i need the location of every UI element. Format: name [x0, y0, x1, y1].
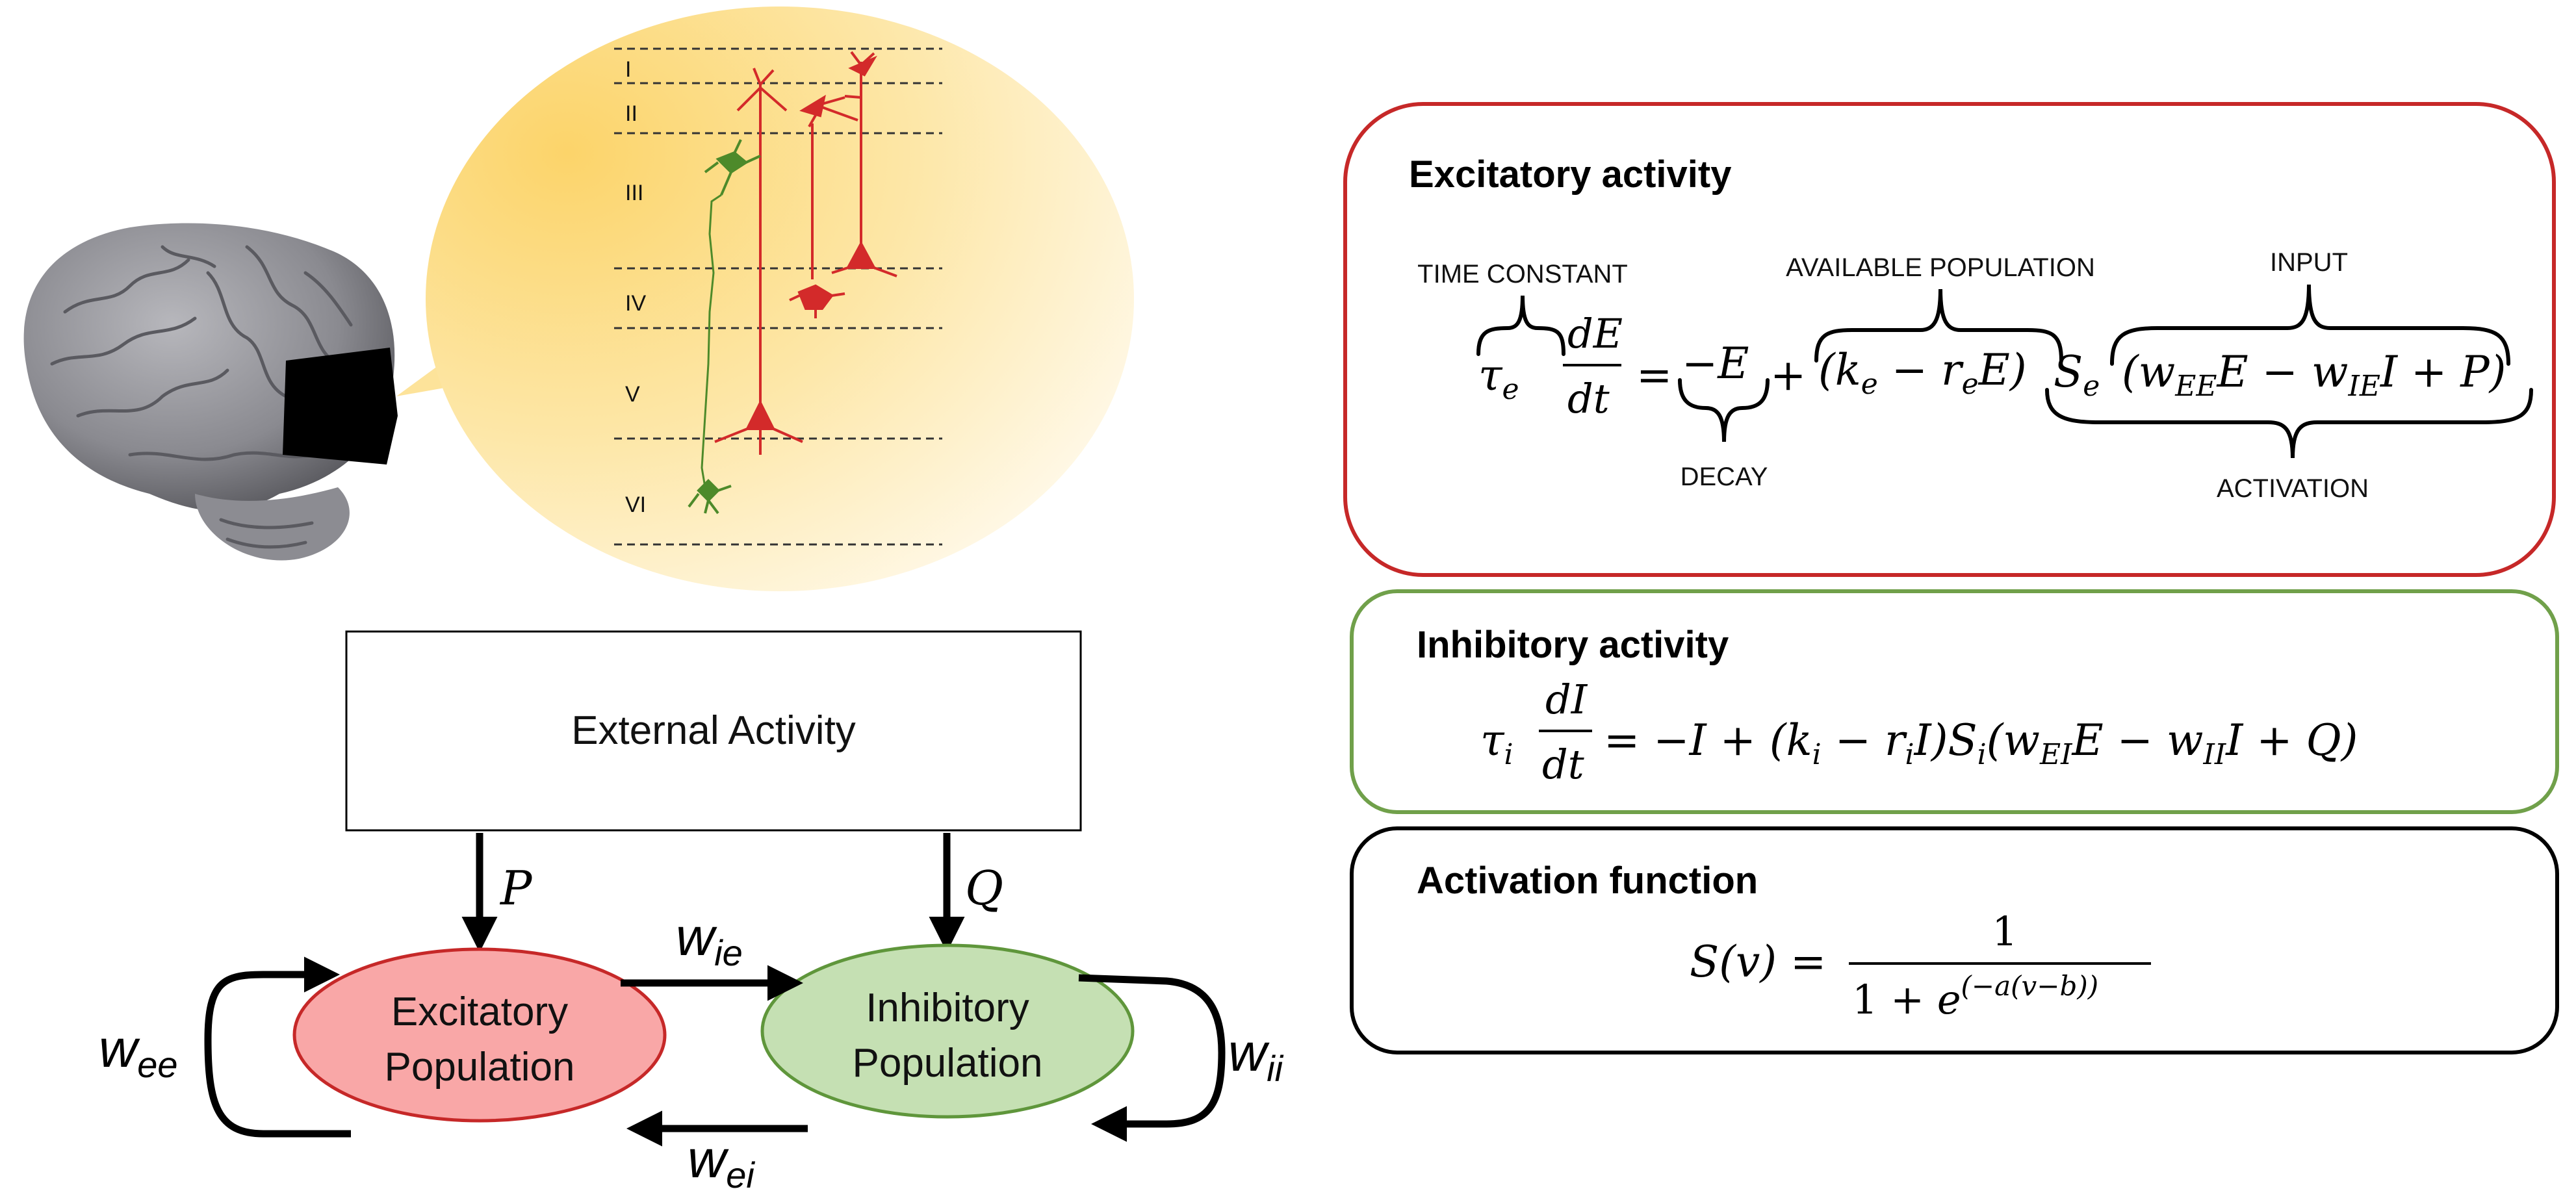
cortex-bubble — [426, 6, 1134, 591]
pyramidal-neurons — [714, 51, 897, 455]
excitatory-panel-title: Excitatory activity — [1409, 153, 1731, 196]
svg-text:S(v) =: S(v) = — [1690, 937, 1826, 987]
wilson-cowan-block-diagram: External Activity P Q Excitatory Populat… — [99, 630, 1284, 1195]
layer-label-iii: III — [625, 181, 643, 205]
w-ee-label: wee — [99, 1019, 178, 1085]
excitatory-equation: τe dE dt = −E + (ke − reE) Se (wEEE − wI… — [1478, 310, 2506, 422]
input-annotation: INPUT — [2270, 248, 2348, 277]
w-ii-label: wii — [1228, 1023, 1284, 1089]
activation-panel-border — [1350, 826, 2559, 1054]
cortex-illustration: I II III IV V VI — [396, 6, 1134, 591]
layer-label-iv: IV — [625, 291, 646, 316]
w-ie-label: wie — [676, 908, 743, 973]
layer-label-ii: II — [625, 101, 638, 126]
excitatory-activity-panel: Excitatory activity TIME CONSTANT AVAILA… — [1343, 102, 2556, 577]
input-p-label: P — [499, 861, 533, 915]
excitatory-population-label-line1: Excitatory — [391, 989, 568, 1034]
svg-text:−E: −E — [1682, 338, 1749, 389]
brain-cortex-patch — [283, 348, 398, 465]
inhibitory-population-node — [760, 943, 1135, 1119]
excitatory-braces — [1476, 284, 2533, 459]
svg-text:=: = — [1636, 350, 1672, 400]
decay-annotation: DECAY — [1681, 463, 1768, 491]
excitatory-population-node — [292, 947, 667, 1123]
inhibitory-equation: τi dI dt = −I + (ki − riI)Si(wEIE − wIII… — [1480, 676, 2358, 788]
layer-label-v: V — [625, 382, 640, 407]
svg-text:+: + — [1770, 350, 1806, 400]
external-activity-label: External Activity — [571, 708, 856, 753]
inhibitory-population-label-line2: Population — [852, 1041, 1042, 1086]
input-q-label: Q — [965, 861, 1003, 915]
activation-equation: S(v) = 1 1 + e(−a(v−b)) — [1690, 908, 2151, 1023]
activation-annotation: ACTIVATION — [2217, 474, 2369, 503]
svg-text:(ke − reE): (ke − reE) — [1818, 345, 2027, 401]
brain-sulci — [50, 245, 353, 549]
svg-text:τi: τi — [1480, 715, 1513, 771]
inhibitory-panel-title: Inhibitory activity — [1417, 624, 1729, 666]
svg-text:τe: τe — [1478, 350, 1519, 406]
layer-label-i: I — [625, 57, 631, 82]
w-ee-self-loop — [204, 956, 351, 1138]
svg-text:Se: Se — [2054, 347, 2100, 403]
inhibitory-population-label-line1: Inhibitory — [866, 986, 1029, 1030]
svg-text:(wEEE − wIEI + P): (wEEE − wIEI + P) — [2122, 347, 2506, 403]
svg-text:dE: dE — [1567, 310, 1623, 357]
svg-text:= −I + (ki − riI)Si(wEIE − wII: = −I + (ki − riI)Si(wEIE − wIII + Q) — [1604, 715, 2358, 771]
svg-text:dI: dI — [1545, 676, 1588, 723]
svg-text:1 + e(−a(v−b)): 1 + e(−a(v−b)) — [1852, 970, 2098, 1023]
activation-function-panel: Activation function S(v) = 1 1 + e(−a(v−… — [1350, 826, 2559, 1054]
w-ii-self-loop — [1078, 974, 1226, 1142]
external-activity-box — [345, 630, 1082, 832]
excitatory-population-label-line2: Population — [384, 1045, 574, 1090]
layer-boundaries — [614, 47, 942, 546]
interneurons — [688, 139, 761, 515]
svg-text:dt: dt — [1542, 741, 1584, 788]
time-constant-annotation: TIME CONSTANT — [1417, 260, 1628, 288]
layer-label-vi: VI — [625, 492, 646, 517]
available-population-annotation: AVAILABLE POPULATION — [1786, 253, 2095, 282]
svg-text:1: 1 — [1992, 908, 2017, 955]
activation-panel-title: Activation function — [1417, 860, 1758, 902]
w-ei-label: wei — [688, 1130, 755, 1195]
excitatory-panel-border — [1343, 102, 2556, 577]
inhibitory-activity-panel: Inhibitory activity τi dI dt = −I + (ki … — [1350, 589, 2559, 814]
inhibitory-panel-border — [1350, 589, 2559, 814]
svg-text:dt: dt — [1567, 375, 1610, 422]
brain-illustration — [23, 223, 398, 561]
